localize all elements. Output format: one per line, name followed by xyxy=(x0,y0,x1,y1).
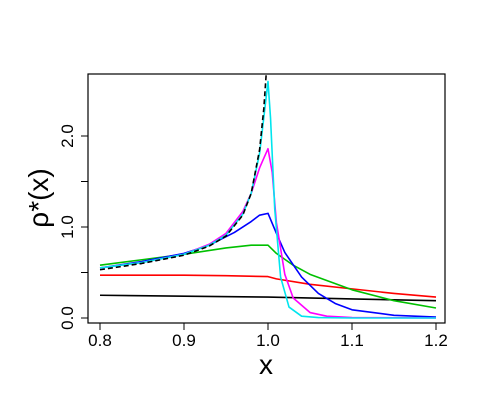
plot-frame xyxy=(87,73,446,324)
series-layer xyxy=(99,74,437,319)
x-tick-label: 1.0 xyxy=(256,331,280,350)
series-line-7 xyxy=(99,74,268,271)
y-tick-label: 1.0 xyxy=(58,215,77,239)
x-tick-label: 1.1 xyxy=(340,331,364,350)
x-tick-label: 1.2 xyxy=(424,331,448,350)
y-tick-label: 2.0 xyxy=(58,124,77,148)
y-axis-label: ρ*(x) xyxy=(23,168,54,227)
series-line-4 xyxy=(99,212,437,318)
x-tick-label: 0.9 xyxy=(172,331,196,350)
y-tick-label: 0.0 xyxy=(58,306,77,330)
series-line-1 xyxy=(99,294,437,302)
x-axis: 0.8 0.9 1.0 1.1 1.2 xyxy=(88,322,448,350)
series-line-2 xyxy=(100,274,437,298)
x-tick-label: 0.8 xyxy=(88,331,112,350)
y-axis: 0.0 1.0 2.0 xyxy=(58,124,89,330)
x-axis-label: x xyxy=(259,349,273,380)
series-line-6 xyxy=(99,80,436,319)
